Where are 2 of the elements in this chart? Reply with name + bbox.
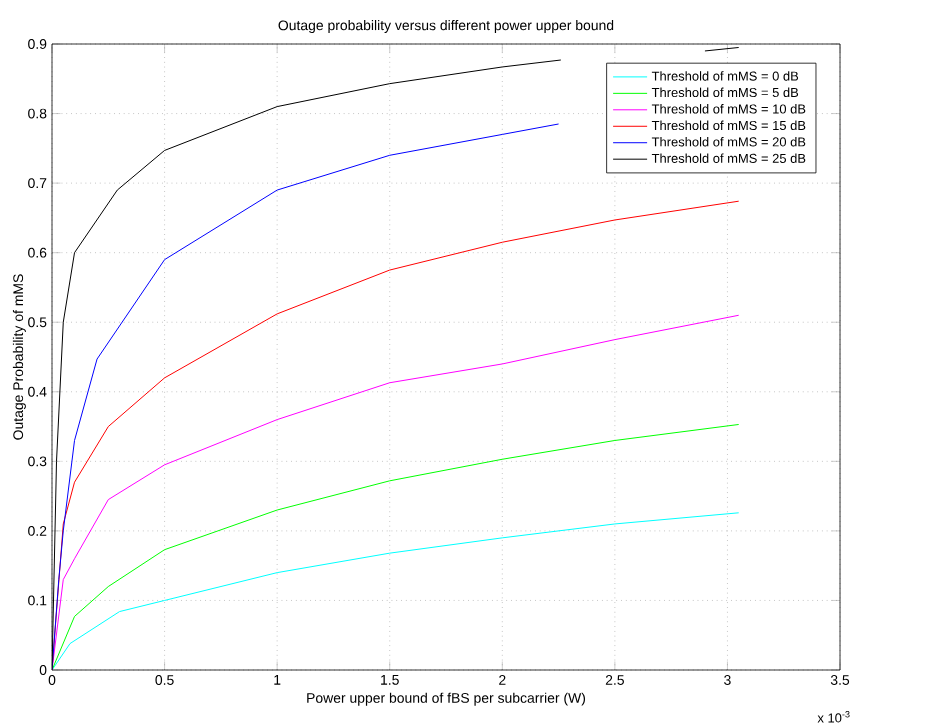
line-series <box>52 512 740 670</box>
line-series <box>52 423 740 670</box>
